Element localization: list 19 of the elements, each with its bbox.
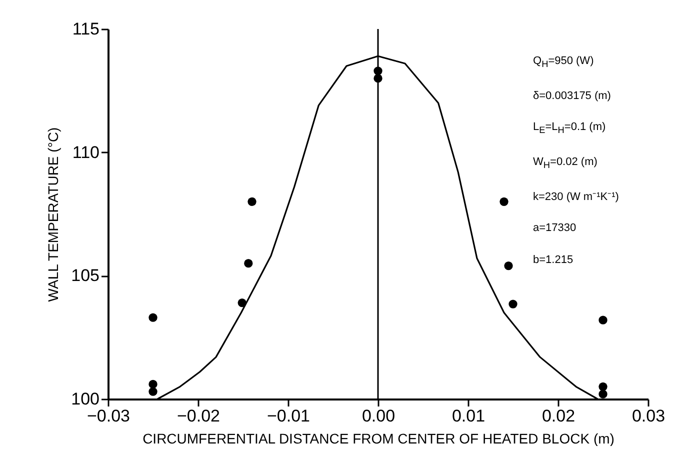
y-tick-label: 110: [72, 142, 100, 162]
x-tick-label: 0.01: [452, 406, 486, 426]
annotation: W$_{H}$=0.02 (m): [533, 154, 598, 172]
y-tick-label: 105: [71, 266, 100, 286]
annotation: L$_{E}$=L$_{H}$=0.1 (m): [533, 120, 607, 138]
x-tick-label: −0.03: [86, 406, 130, 426]
x-tick-label: 0.03: [632, 406, 666, 426]
annotation: δ=0.003175 (m): [533, 88, 612, 104]
annotation: Q$_{H}$=950 (W): [533, 54, 595, 72]
x-tick-label: −0.01: [266, 406, 310, 426]
x-tick-label: 0.00: [362, 406, 396, 426]
y-tick-label: 100: [71, 390, 100, 408]
y-axis-title: WALL TEMPERATURE (°C): [45, 127, 62, 302]
x-tick-label: 0.02: [542, 406, 576, 426]
annotation: a=17330: [533, 221, 578, 236]
y-tick-label: 115: [72, 20, 100, 38]
annotation: b=1.215: [533, 252, 574, 268]
annotation: k=230 (W m⁻¹K⁻¹): [533, 190, 619, 205]
x-tick-label: −0.02: [176, 406, 220, 426]
